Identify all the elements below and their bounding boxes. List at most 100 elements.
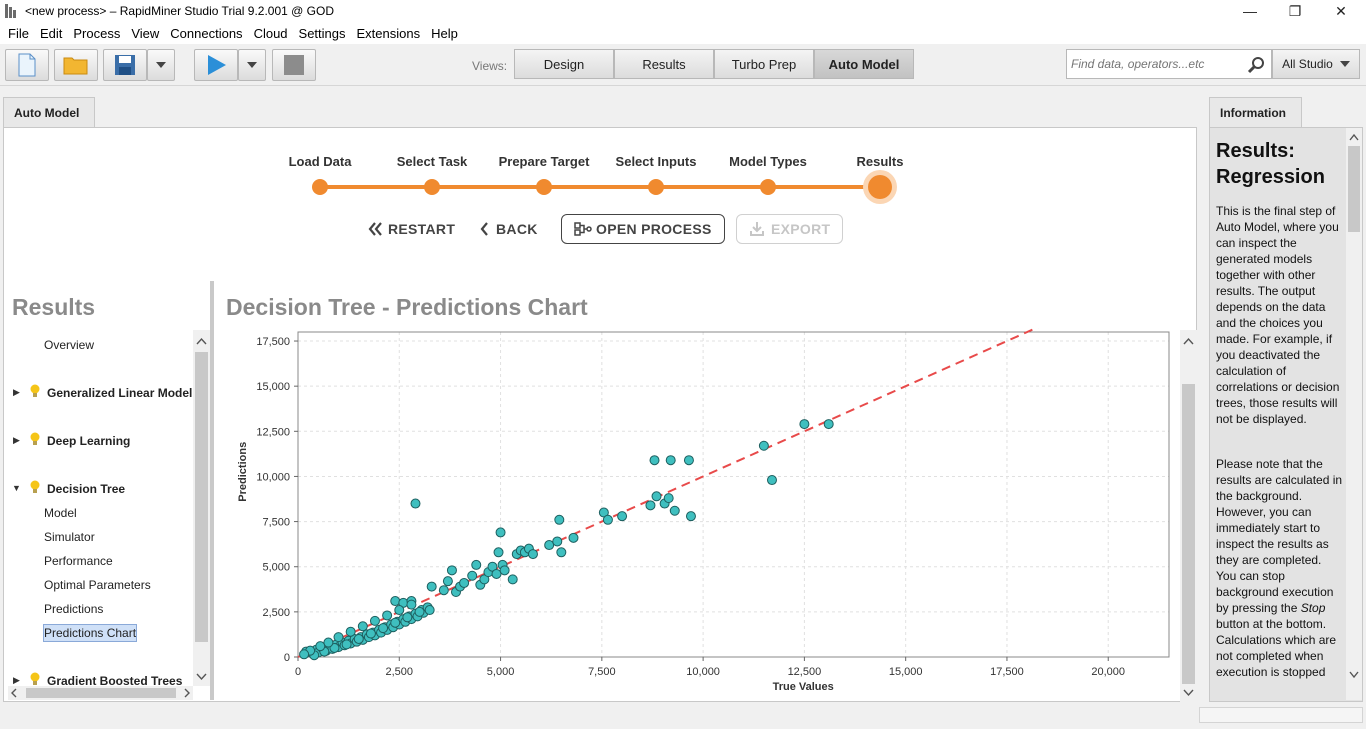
scroll-down-icon[interactable]: [1346, 668, 1362, 682]
step-dot-load-data[interactable]: [312, 179, 328, 195]
panel-splitter[interactable]: [210, 281, 214, 700]
y-axis-label: Predictions: [237, 442, 249, 502]
data-point: [665, 455, 676, 466]
chart-vertical-scrollbar[interactable]: [1180, 330, 1197, 702]
step-dot-model-types[interactable]: [760, 179, 776, 195]
chevron-left-icon: [480, 222, 488, 236]
step-label-prepare-target[interactable]: Prepare Target: [498, 154, 590, 169]
expand-triangle-icon[interactable]: ▶: [13, 387, 20, 397]
data-point: [556, 547, 567, 558]
nav-dt-predictions-chart[interactable]: Predictions Chart: [43, 624, 138, 642]
nav-overview[interactable]: Overview: [44, 338, 95, 352]
view-tab-results[interactable]: Results: [614, 49, 714, 79]
y-tick-label: 15,000: [256, 381, 290, 393]
save-button[interactable]: [103, 49, 147, 81]
scroll-down-icon[interactable]: [193, 670, 210, 684]
data-point: [758, 440, 769, 451]
restart-button[interactable]: RESTART: [368, 214, 455, 244]
step-dot-select-task[interactable]: [424, 179, 440, 195]
data-point: [645, 500, 656, 511]
step-label-results[interactable]: Results: [856, 154, 904, 169]
back-button[interactable]: BACK: [480, 214, 538, 244]
stop-button[interactable]: [272, 49, 316, 81]
nav-dt-predictions[interactable]: Predictions: [44, 602, 104, 616]
scroll-down-icon[interactable]: [1180, 686, 1197, 700]
scroll-right-icon[interactable]: [181, 686, 193, 700]
menu-edit[interactable]: Edit: [39, 25, 63, 41]
nav-deep-learning[interactable]: Deep Learning: [47, 434, 131, 448]
data-point: [554, 514, 565, 525]
nav-horizontal-scrollbar[interactable]: [8, 686, 193, 700]
nav-hscroll-thumb[interactable]: [26, 688, 176, 698]
y-tick-label: 7,500: [262, 517, 290, 529]
close-button[interactable]: ✕: [1335, 2, 1347, 19]
step-label-model-types[interactable]: Model Types: [729, 154, 807, 169]
data-point: [442, 576, 453, 587]
view-tab-auto-model[interactable]: Auto Model: [814, 49, 914, 79]
data-point: [459, 577, 470, 588]
menu-file[interactable]: File: [8, 25, 29, 41]
export-button[interactable]: EXPORT: [736, 214, 844, 244]
y-tick-label: 17,500: [256, 336, 290, 348]
save-dropdown-button[interactable]: [147, 49, 175, 81]
x-tick-label: 2,500: [386, 666, 414, 678]
scroll-left-icon[interactable]: [8, 686, 20, 700]
view-tab-design[interactable]: Design: [514, 49, 614, 79]
nav-scroll-thumb[interactable]: [195, 352, 208, 642]
nav-vertical-scrollbar[interactable]: [193, 330, 210, 686]
search-input[interactable]: [1067, 50, 1247, 78]
nav-dt-optimal-parameters[interactable]: Optimal Parameters: [44, 578, 151, 592]
step-dot-prepare-target[interactable]: [536, 179, 552, 195]
restart-label: RESTART: [388, 221, 456, 237]
step-label-select-task[interactable]: Select Task: [396, 154, 468, 169]
menu-connections[interactable]: Connections: [170, 25, 243, 41]
nav-gradient-boosted-trees[interactable]: Gradient Boosted Trees: [47, 674, 183, 688]
view-tab-turbo-prep[interactable]: Turbo Prep: [714, 49, 814, 79]
menu-extensions[interactable]: Extensions: [356, 25, 421, 41]
tab-information[interactable]: Information: [1209, 97, 1302, 128]
new-process-button[interactable]: [5, 49, 49, 81]
restore-button[interactable]: ❐: [1288, 2, 1302, 19]
process-flow-icon: [574, 222, 592, 236]
tab-auto-model[interactable]: Auto Model: [3, 97, 95, 128]
chart-scroll-thumb[interactable]: [1182, 384, 1195, 684]
open-process-action-button[interactable]: OPEN PROCESS: [561, 214, 725, 244]
menu-settings[interactable]: Settings: [298, 25, 346, 41]
run-button[interactable]: [194, 49, 238, 81]
scroll-up-icon[interactable]: [1346, 130, 1362, 144]
minimize-button[interactable]: —: [1243, 3, 1257, 19]
data-point: [651, 491, 662, 502]
back-label: BACK: [496, 221, 538, 237]
data-point: [663, 493, 674, 504]
scroll-up-icon[interactable]: [193, 334, 210, 348]
nav-generalized-linear-model[interactable]: Generalized Linear Model: [47, 386, 193, 400]
nav-dt-simulator[interactable]: Simulator: [44, 530, 95, 544]
scroll-up-icon[interactable]: [1180, 334, 1197, 348]
menu-help[interactable]: Help: [431, 25, 458, 41]
lightbulb-icon: [30, 432, 40, 445]
menu-process[interactable]: Process: [73, 25, 121, 41]
x-tick-label: 7,500: [588, 666, 616, 678]
menu-cloud[interactable]: Cloud: [253, 25, 288, 41]
menu-view[interactable]: View: [131, 25, 160, 41]
info-vertical-scrollbar[interactable]: [1346, 128, 1362, 700]
step-dot-results[interactable]: [868, 175, 892, 199]
nav-decision-tree[interactable]: Decision Tree: [47, 482, 126, 496]
run-dropdown-button[interactable]: [238, 49, 266, 81]
search-scope-dropdown[interactable]: All Studio: [1272, 49, 1360, 79]
step-label-select-inputs[interactable]: Select Inputs: [615, 154, 697, 169]
open-process-button[interactable]: [54, 49, 98, 81]
step-label-load-data[interactable]: Load Data: [288, 154, 352, 169]
nav-dt-performance[interactable]: Performance: [44, 554, 113, 568]
info-scroll-thumb[interactable]: [1348, 146, 1360, 232]
data-point: [568, 532, 579, 543]
nav-dt-model[interactable]: Model: [44, 506, 77, 520]
search-icon[interactable]: [1247, 56, 1265, 74]
collapse-triangle-icon[interactable]: ▼: [12, 483, 21, 493]
expand-triangle-icon[interactable]: ▶: [13, 675, 20, 685]
export-icon: [750, 222, 764, 236]
step-dot-select-inputs[interactable]: [648, 179, 664, 195]
y-tick-label: 12,500: [256, 426, 290, 438]
expand-triangle-icon[interactable]: ▶: [13, 435, 20, 445]
info-title: Results: Regression: [1216, 140, 1325, 188]
